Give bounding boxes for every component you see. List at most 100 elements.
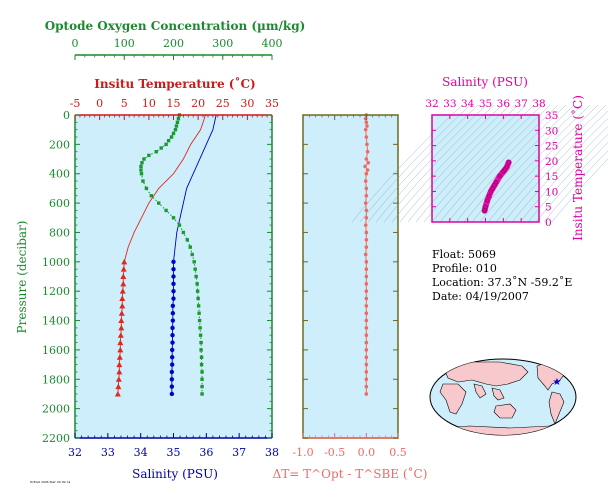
ts-temperature-tick-label: 15 <box>545 171 558 183</box>
temperature-data-point <box>114 390 121 397</box>
ts-salinity-title: Salinity (PSU) <box>442 75 528 89</box>
ts-isopycnal-curve <box>399 104 511 223</box>
temperature-data-point <box>115 383 122 390</box>
salinity-data-point <box>169 355 175 360</box>
delta-t-tick-label: 0.5 <box>389 446 407 459</box>
delta-t-series-group <box>363 113 371 396</box>
delta-t-data-point <box>364 230 369 235</box>
oxygen-data-point <box>196 296 200 301</box>
delta-t-data-point <box>363 116 368 121</box>
oxygen-data-point <box>142 157 146 161</box>
delta-t-data-point <box>366 160 371 165</box>
ts-temperature-tick-label: 5 <box>545 202 552 214</box>
map-land-australia <box>493 403 517 419</box>
temperature-data-point <box>116 368 123 375</box>
pressure-tick-label: 0 <box>63 109 70 122</box>
delta-t-data-point <box>364 260 369 264</box>
ts-temperature-title: Insitu Temperature (˚C) <box>570 95 585 241</box>
delta-t-data-point <box>363 164 367 169</box>
delta-t-data-point <box>364 186 369 191</box>
delta-t-data-point <box>364 348 369 352</box>
delta-t-data-point <box>364 193 369 198</box>
map-land-india <box>473 383 487 399</box>
salinity-data-point <box>171 281 176 287</box>
oxygen-data-point <box>198 326 202 330</box>
oxygen-data-point <box>188 245 192 249</box>
delta-t-data-point <box>364 282 369 286</box>
ts-salinity-tick-label: 32 <box>425 98 438 110</box>
ts-temperature-tick-label: 25 <box>545 141 558 153</box>
delta-t-data-point <box>364 296 369 301</box>
delta-t-data-point <box>365 168 370 172</box>
oxygen-tick-label: 200 <box>163 37 184 50</box>
ts-isopycnal-curve <box>519 126 608 223</box>
ts-data-point <box>506 160 511 165</box>
ts-data-point <box>486 193 492 199</box>
ts-isopycnal-curve <box>527 134 608 223</box>
salinity-data-point <box>169 384 175 389</box>
oxygen-axis-title: Optode Oxygen Concentration (µm/kg) <box>45 19 306 33</box>
ts-axes-group: 32 33 34 35 36 37 38 0 5 10 15 20 25 30 35 <box>425 98 558 229</box>
temperature-data-point <box>117 332 124 338</box>
delta-t-data-point <box>364 362 369 367</box>
salinity-tick-label: 35 <box>167 446 181 459</box>
temperature-data-point <box>118 310 125 316</box>
oxygen-data-point <box>141 179 145 183</box>
oxygen-data-point <box>147 153 151 158</box>
oxygen-data-point <box>199 340 203 345</box>
oxygen-data-point <box>192 260 196 264</box>
delta-t-data-point <box>364 318 369 323</box>
oxygen-tick-label: 300 <box>212 37 233 50</box>
oxygen-data-point <box>144 186 149 191</box>
salinity-data-point <box>171 259 176 265</box>
salinity-data-point <box>170 311 176 316</box>
temperature-data-point <box>120 280 127 287</box>
oxygen-data-point <box>199 348 203 352</box>
temperature-tick-label: 10 <box>142 97 156 110</box>
ts-salinity-tick-label: 36 <box>497 98 511 110</box>
oxygen-data-point <box>190 252 194 257</box>
oxygen-data-point <box>171 131 176 136</box>
ts-isopycnal-curve <box>543 150 608 223</box>
delta-t-axis-title: ΔT= T^Opt - T^SBE (˚C) <box>273 466 428 481</box>
ts-salinity-tick-label: 38 <box>532 98 545 110</box>
salinity-tick-label: 33 <box>101 446 115 459</box>
delta-t-tick-label: -1.0 <box>292 446 313 459</box>
pressure-tick-label: 1000 <box>42 256 70 269</box>
ts-isopycnal-curve <box>447 104 559 223</box>
salinity-data-point <box>169 369 175 375</box>
oxygen-data-point <box>181 230 186 235</box>
oxygen-data-point <box>196 304 201 308</box>
ts-isopycnal-curve <box>463 104 575 223</box>
map-land-antarctica <box>437 425 576 435</box>
delta-t-data-point <box>364 392 369 396</box>
temperature-axis-title: Insitu Temperature (˚C) <box>94 76 255 91</box>
salinity-tick-label: 34 <box>134 446 148 459</box>
map-land-south-america <box>548 391 565 425</box>
ts-isopycnal-curve <box>407 104 519 223</box>
delta-t-data-point <box>364 326 369 330</box>
oxygen-data-point <box>199 355 204 359</box>
pressure-tick-label: 1200 <box>42 285 70 298</box>
oxygen-data-point <box>198 333 203 337</box>
pressure-axis-title: Pressure (decibar) <box>15 221 29 334</box>
delta-t-data-point <box>364 120 369 125</box>
temperature-data-point <box>119 288 126 294</box>
delta-t-data-point <box>364 171 369 176</box>
delta-t-data-point <box>364 370 369 374</box>
ts-series-group <box>481 159 512 214</box>
delta-t-axes-group: -1.0 -0.5 0.0 0.5 <box>292 114 407 459</box>
salinity-tick-label: 37 <box>232 446 246 459</box>
delta-t-tick-label: -0.5 <box>324 446 345 459</box>
ts-isopycnal-curve <box>391 104 503 223</box>
float-id-text: Float: 5069 <box>432 248 496 261</box>
oxygen-data-point <box>169 135 174 139</box>
ts-isopycnal-curve <box>431 104 543 223</box>
delta-t-data-point <box>365 149 370 154</box>
oxygen-data-point <box>185 238 189 242</box>
profile-id-text: Profile: 010 <box>432 262 497 275</box>
ts-temperature-tick-label: 35 <box>545 110 558 122</box>
temperature-tick-label: 0 <box>96 97 103 110</box>
oxygen-data-point <box>149 194 154 198</box>
